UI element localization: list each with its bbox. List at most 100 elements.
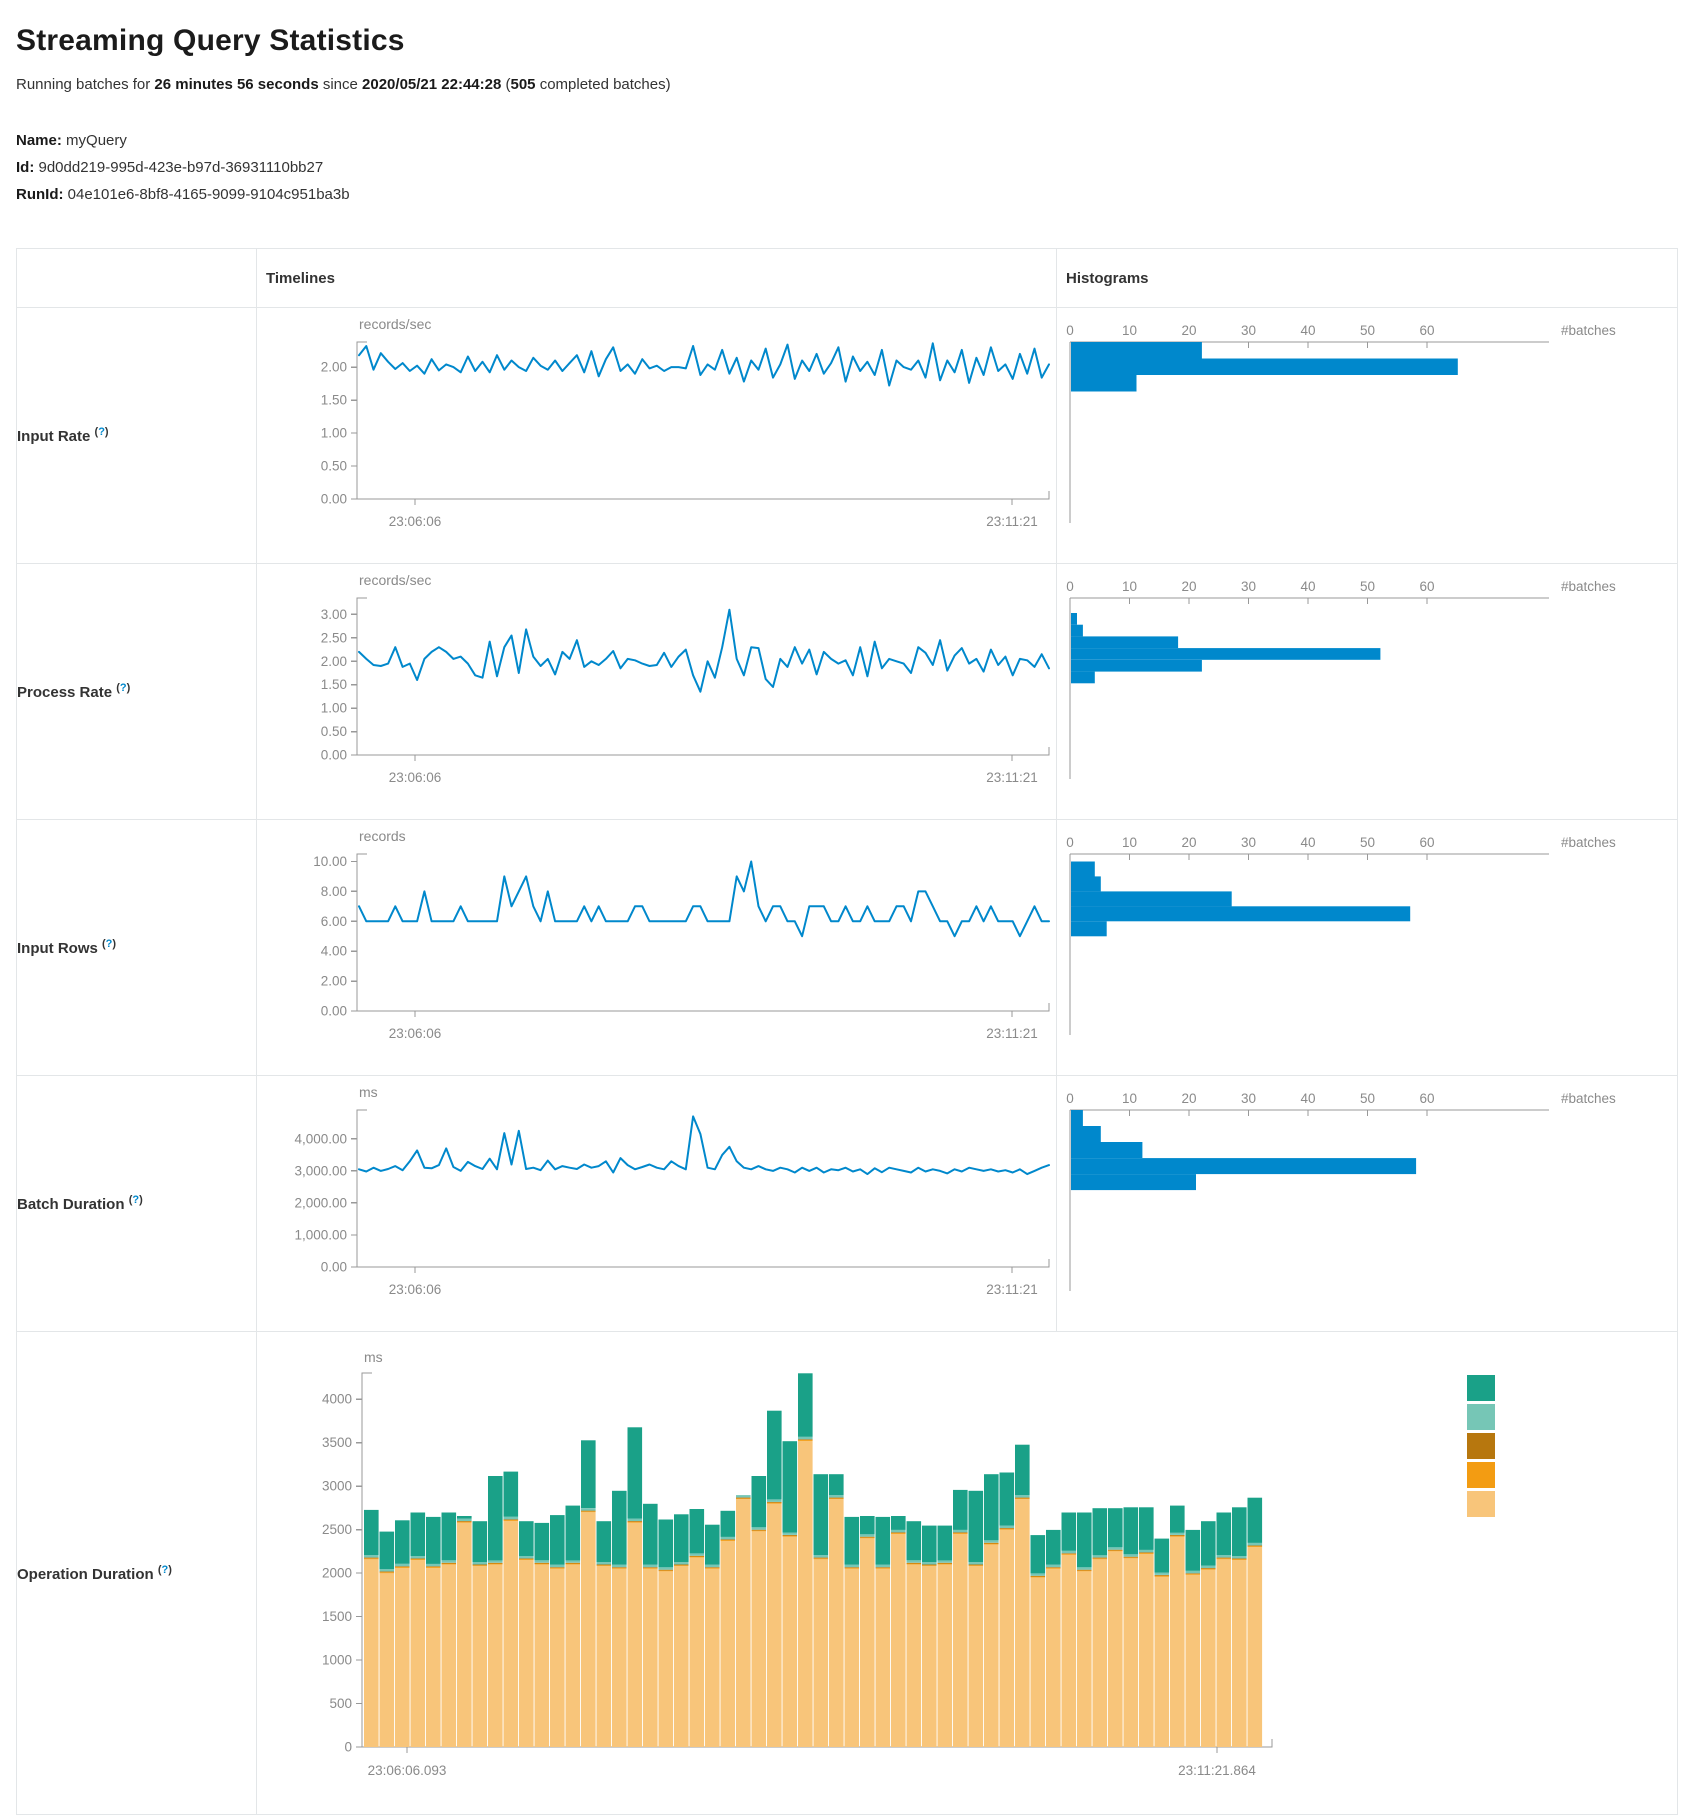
y-axis-unit-label: records: [359, 828, 406, 844]
stacked-bar-segment: [488, 1564, 503, 1747]
y-axis-line: [356, 597, 367, 755]
stacked-bar-segment: [782, 1535, 798, 1537]
stacked-bar-segment: [1154, 1575, 1170, 1577]
hist-bar: [1071, 648, 1381, 660]
stacked-bar-segment: [379, 1572, 395, 1574]
stacked-bar-segment: [953, 1532, 968, 1533]
y-axis-unit-label: records/sec: [359, 572, 431, 588]
batch-duration-help: (?): [128, 1194, 143, 1206]
stacked-bar-segment: [1232, 1560, 1247, 1747]
y-tick-label: 4.00: [321, 944, 347, 959]
y-tick-label: 2.50: [321, 630, 347, 645]
stacked-bar-segment: [906, 1562, 922, 1564]
operation-duration-help: (?): [157, 1563, 172, 1576]
stacked-bar-segment: [612, 1568, 627, 1747]
hist-bar: [1071, 1158, 1417, 1175]
y-tick-label: 1.00: [321, 426, 347, 441]
stacked-bar-segment: [689, 1509, 705, 1554]
y-tick-label: 1,000.00: [294, 1227, 347, 1242]
stacked-bar-segment: [1154, 1572, 1170, 1575]
stacked-bar-segment: [736, 1495, 751, 1498]
batch-duration-help-link[interactable]: ?: [132, 1194, 140, 1206]
hist-bar: [1071, 1110, 1083, 1126]
stacked-bar-segment: [1061, 1553, 1077, 1555]
query-name-line: Name: myQuery: [16, 127, 1677, 154]
stacked-bar-segment: [891, 1533, 906, 1747]
stacked-bar-segment: [596, 1564, 612, 1566]
y-tick-label: 8.00: [321, 884, 347, 899]
stacked-bar-segment: [1185, 1573, 1201, 1575]
stacked-bar-segment: [922, 1564, 937, 1566]
hist-tick-label: 40: [1300, 323, 1315, 338]
operation-duration-help-link[interactable]: ?: [161, 1563, 169, 1576]
y-axis-line: [356, 853, 367, 1011]
legend-swatch: [1467, 1375, 1495, 1401]
stacked-bar-segment: [751, 1527, 767, 1530]
stacked-bar-segment: [953, 1533, 968, 1747]
stacked-bar-segment: [767, 1410, 782, 1500]
x-start-label: 23:06:06: [389, 514, 442, 529]
stacked-bar-segment: [1201, 1565, 1216, 1568]
stacked-bar-segment: [1216, 1559, 1232, 1747]
stacked-bar-segment: [1108, 1551, 1123, 1747]
hist-tick-label: 40: [1300, 835, 1315, 850]
input-rows-help-link[interactable]: ?: [105, 938, 113, 950]
stacked-bar-segment: [1015, 1444, 1030, 1496]
stacked-bar-segment: [844, 1516, 860, 1565]
running-open: (: [501, 76, 511, 93]
stacked-bar-segment: [705, 1564, 720, 1568]
operation-duration-stacked-chart: ms 0 500 1000 1500 2000 2500 3000 3500 4000 23:06:…: [257, 1332, 1677, 1814]
stacked-bar-segment: [612, 1564, 627, 1568]
stacked-bar-segment: [1139, 1553, 1154, 1747]
stacked-bar-segment: [1015, 1495, 1030, 1498]
stacked-bar-segment: [612, 1567, 627, 1568]
stacked-bar-segment: [410, 1559, 426, 1560]
stacked-bar-segment: [860, 1516, 875, 1535]
stacked-bar-segment: [1216, 1558, 1232, 1560]
timeline-line: [358, 608, 1050, 693]
y-tick-label: 1.50: [321, 393, 347, 408]
process-rate-help-link[interactable]: ?: [119, 682, 127, 694]
stacked-bar-segment: [1092, 1555, 1108, 1558]
stacked-bar-segment: [503, 1520, 519, 1521]
input-rate-histogram-svg: 0 10 20 30 40 50 60 #batches: [1066, 323, 1616, 523]
stacked-bar-segment: [596, 1565, 612, 1567]
batch-duration-row: Batch Duration (?) ms 0.00 1,000.00 2,000.0…: [16, 1075, 1678, 1332]
stacked-bar-segment: [891, 1529, 906, 1533]
stacked-bar-segment: [782, 1441, 798, 1533]
y-tick-label: 0.00: [321, 492, 347, 507]
stacked-bar-segment: [674, 1514, 689, 1563]
input-rows-timeline-svg: records 0.00 2.00 4.00 6.00 8.00 10.00 23:06:06…: [313, 828, 1050, 1041]
stacked-bar-segment: [891, 1533, 906, 1534]
input-rate-label-cell: Input Rate (?): [16, 307, 257, 564]
stacked-bar-segment: [968, 1490, 984, 1563]
stacked-bar-segment: [1139, 1549, 1154, 1553]
hist-bar: [1071, 671, 1095, 684]
legend-swatch: [1467, 1491, 1495, 1517]
hist-tick-label: 30: [1241, 323, 1256, 338]
stacked-bar-segment: [534, 1564, 550, 1747]
stacked-bar-segment: [875, 1568, 891, 1747]
stacked-bar-segment: [627, 1427, 643, 1519]
stacked-bar-segment: [1030, 1576, 1046, 1578]
running-batches-line: Running batches for 26 minutes 56 second…: [16, 76, 1677, 93]
stacked-bar-segment: [984, 1540, 999, 1543]
stacked-bar-segment: [1170, 1535, 1185, 1536]
y-tick-label: 3,000.00: [294, 1163, 347, 1178]
stacked-bar-segment: [829, 1495, 844, 1498]
stacked-bar-segment: [503, 1516, 519, 1520]
stacked-bar-segment: [488, 1476, 503, 1561]
stacked-bar-segment: [829, 1497, 844, 1499]
input-rate-row: Input Rate (?) records/sec 0.00 0.50 1.00 1.…: [16, 307, 1678, 564]
stacked-bar-segment: [643, 1503, 658, 1565]
stacked-bar-segment: [968, 1562, 984, 1565]
stacked-bar-segment: [906, 1563, 922, 1565]
process-rate-histogram-svg: 0 10 20 30 40 50 60 #batches: [1066, 579, 1616, 779]
stacked-bar-segment: [550, 1568, 565, 1747]
process-rate-timeline-cell: records/sec 0.00 0.50 1.00 1.50 2.00 2.50 3.00 2…: [256, 563, 1057, 820]
stacked-bar-segment: [503, 1520, 519, 1747]
input-rate-help-link[interactable]: ?: [98, 426, 105, 438]
y-tick-label: 10.00: [313, 854, 347, 869]
stacked-bar-segment: [906, 1560, 922, 1563]
stacked-bar-segment: [596, 1562, 612, 1565]
